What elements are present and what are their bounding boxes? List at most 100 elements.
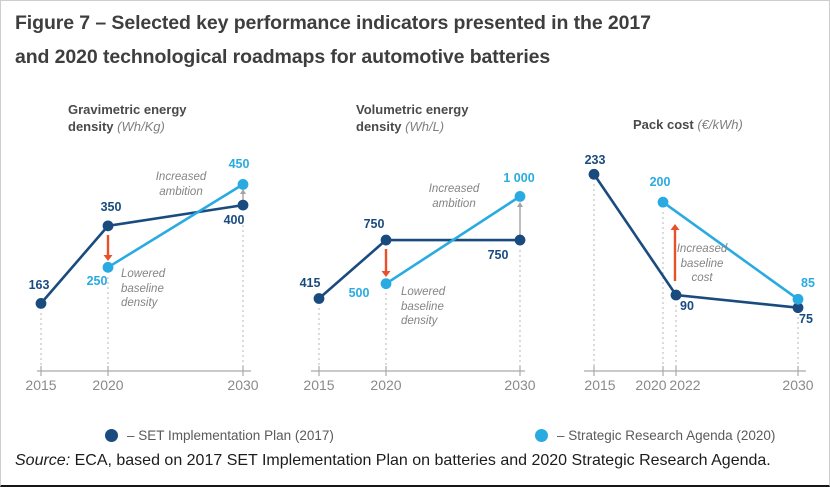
legend-label-strategic-research-agenda: – Strategic Research Agenda (2020) xyxy=(557,427,776,443)
annotation-increased-baseline-cost: Increased baseline cost xyxy=(677,242,728,286)
chart-title: Pack cost (€/kWh) xyxy=(633,116,743,133)
data-point-2020 xyxy=(380,278,392,290)
chart-title-unit: (Wh/Kg) xyxy=(117,119,165,134)
annotation-line: Lowered xyxy=(401,286,446,298)
arrow-head xyxy=(103,255,113,261)
chart-title-line1: Volumetric energy xyxy=(356,102,469,117)
axis-tick-label: 2022 xyxy=(669,377,701,393)
annotation-line: density xyxy=(401,315,438,327)
data-point-2030 xyxy=(237,178,249,190)
chart-title-text: density xyxy=(356,119,406,134)
axis-tick-label: 2030 xyxy=(504,377,536,393)
axis-tick-label: 2015 xyxy=(25,377,57,393)
value-label: 750 xyxy=(363,217,385,232)
chart-canvas xyxy=(311,190,526,376)
axis-tick-label: 2020 xyxy=(635,377,667,393)
annotation-line: baseline xyxy=(121,282,164,295)
annotation-increased-ambition: Increased ambition xyxy=(156,170,207,199)
annotation-line: Lowered xyxy=(121,268,166,280)
source-prefix: Source: xyxy=(15,452,71,469)
chart-title-text: density xyxy=(68,119,118,134)
value-label: 350 xyxy=(100,199,122,214)
annotation-line: ambition xyxy=(432,197,476,210)
legend-item-strategic-research-agenda: – Strategic Research Agenda (2020) xyxy=(535,425,775,445)
annotation-lowered-baseline-density: Lowered baseline density xyxy=(121,267,165,311)
chart-canvas xyxy=(35,178,251,376)
annotation-line: baseline xyxy=(401,300,444,313)
data-point-2015 xyxy=(313,293,325,304)
legend-marker-light-dot-icon xyxy=(535,428,548,442)
gray-up-arrow-icon xyxy=(517,202,523,235)
source-note: Source: ECA, based on 2017 SET Implement… xyxy=(15,452,771,470)
data-point-2030 xyxy=(514,190,526,202)
value-label: 75 xyxy=(799,311,813,326)
series-line-light xyxy=(662,201,799,301)
red-change-arrow-icon xyxy=(103,235,113,261)
chart-title-line2: density (Wh/Kg) xyxy=(68,118,187,135)
chart-title-line1: Gravimetric energy xyxy=(68,102,187,117)
value-label: 400 xyxy=(223,213,245,228)
chart-title-unit: (Wh/L) xyxy=(405,119,445,134)
chart-title-unit: (€/kWh) xyxy=(697,117,743,132)
annotation-line: Increased xyxy=(155,171,207,183)
annotation-lowered-baseline-density: Lowered baseline density xyxy=(401,285,445,329)
axis-tick-label: 2020 xyxy=(92,377,124,393)
legend-item-set-implementation-plan: – SET Implementation Plan (2017) xyxy=(105,425,334,445)
data-point-2022 xyxy=(670,289,682,301)
data-point-2030 xyxy=(792,302,804,314)
value-label: 85 xyxy=(801,276,815,291)
chart-title: Gravimetric energy density (Wh/Kg) xyxy=(68,101,187,135)
red-change-arrow-icon xyxy=(670,224,680,281)
source-text: ECA, based on 2017 SET Implementation Pl… xyxy=(70,452,771,469)
chart-volumetric-energy-density: Volumetric energy density (Wh/L) 415 750 750… xyxy=(291,89,571,404)
annotation-line: Increased xyxy=(428,183,480,195)
axis-tick-label: 2015 xyxy=(584,377,616,393)
value-label: 500 xyxy=(348,285,370,300)
annotation-line: Increased xyxy=(676,243,728,255)
figure-title-line1: Figure 7 – Selected key performance indi… xyxy=(15,12,651,34)
data-point-2015 xyxy=(588,168,600,180)
chart-title-line2: density (Wh/L) xyxy=(356,118,468,135)
data-point-2020 xyxy=(102,261,114,273)
annotation-increased-ambition: Increased ambition xyxy=(429,182,480,211)
value-label: 250 xyxy=(86,274,108,289)
value-label: 415 xyxy=(299,275,321,290)
chart-pack-cost: Pack cost (€/kWh) 233 90 75 200 85 Increased ba… xyxy=(566,89,829,404)
axis-tick-label: 2020 xyxy=(370,377,402,393)
axis-tick-label: 2030 xyxy=(782,377,814,393)
red-change-arrow-icon xyxy=(381,249,391,277)
figure-title-line2: and 2020 technological roadmaps for auto… xyxy=(15,46,551,68)
annotation-line: baseline xyxy=(680,257,724,270)
annotation-line: density xyxy=(121,297,158,309)
figure-title: Figure 7 – Selected key performance indi… xyxy=(15,6,651,74)
data-point-2020 xyxy=(102,220,114,232)
annotation-line: ambition xyxy=(159,185,203,198)
series-line-light xyxy=(385,195,521,285)
chart-title-text: Pack cost xyxy=(633,117,698,132)
arrow-head xyxy=(381,271,391,277)
chart-title: Volumetric energy density (Wh/L) xyxy=(356,101,468,135)
data-point-2030 xyxy=(514,234,526,246)
charts-area: Gravimetric energy density (Wh/Kg) 163 350 4… xyxy=(1,1,829,421)
arrow-head xyxy=(240,189,246,194)
data-point-2030 xyxy=(792,293,804,305)
data-point-2020 xyxy=(657,196,669,208)
chart-gravimetric-energy-density: Gravimetric energy density (Wh/Kg) 163 350 4… xyxy=(11,89,291,404)
arrow-head xyxy=(670,224,680,230)
series-line-dark xyxy=(592,173,799,309)
axis-tick-label: 2015 xyxy=(303,377,335,393)
data-point-2030 xyxy=(237,199,249,211)
value-label: 750 xyxy=(487,248,509,263)
gray-up-arrow-icon xyxy=(240,189,246,200)
chart-canvas xyxy=(584,168,806,376)
series-line-light xyxy=(107,183,244,269)
value-label: 1 000 xyxy=(503,171,535,186)
legend-label-set-implementation-plan: – SET Implementation Plan (2017) xyxy=(127,427,334,443)
annotation-line: cost xyxy=(691,272,713,284)
value-label: 450 xyxy=(228,157,250,172)
data-point-2015 xyxy=(35,298,47,309)
value-label: 233 xyxy=(584,153,606,168)
axis-tick-label: 2030 xyxy=(227,377,259,393)
legend-marker-dark-dot-icon xyxy=(105,428,118,442)
